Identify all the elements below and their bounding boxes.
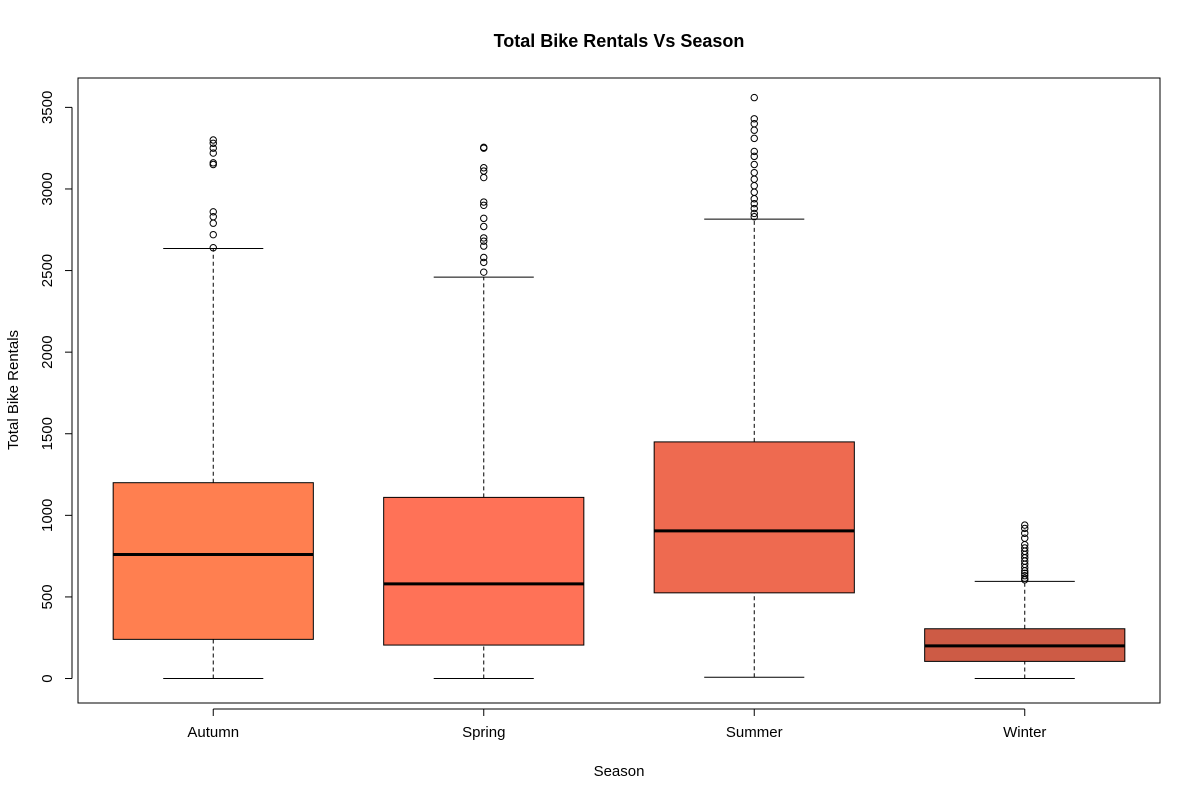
outlier-point	[750, 199, 758, 208]
outlier-point	[1021, 529, 1029, 537]
y-tick-label: 500	[39, 584, 56, 609]
y-tick-label: 1000	[39, 499, 56, 532]
y-axis: 0 500 1000 1500 2000 2500 3000 3500	[39, 91, 73, 683]
y-tick-label: 3000	[39, 172, 56, 205]
box-group-autumn	[112, 136, 314, 680]
outlier-point	[480, 237, 488, 245]
x-tick-label: Winter	[1003, 724, 1046, 741]
boxes	[112, 93, 1126, 680]
outlier-point	[480, 234, 488, 242]
outlier-point	[480, 164, 488, 172]
outlier-point	[1021, 572, 1029, 580]
outlier-point	[480, 253, 488, 262]
plot-frame	[77, 77, 1161, 704]
box-group-spring	[383, 143, 585, 680]
chart-title: Total Bike Rentals Vs Season	[494, 31, 745, 51]
outlier-point	[480, 242, 488, 250]
outlier-point	[209, 136, 217, 144]
outlier-point	[750, 115, 758, 123]
outlier-point	[750, 204, 758, 213]
box	[112, 482, 314, 640]
outlier-point	[480, 167, 488, 175]
y-tick-label: 2000	[39, 335, 56, 368]
outlier-point	[1021, 569, 1029, 577]
x-tick-label: Autumn	[187, 724, 239, 741]
outlier-point	[1021, 544, 1029, 552]
outlier-point	[480, 268, 488, 276]
y-tick-label: 0	[39, 674, 56, 682]
outlier-point	[480, 222, 488, 231]
outlier-point	[209, 144, 217, 152]
outlier-point	[750, 213, 758, 221]
box-group-summer	[653, 93, 855, 678]
outlier-point	[480, 201, 488, 209]
outlier-point	[209, 149, 217, 157]
outlier-point	[750, 182, 758, 190]
outlier-point	[209, 230, 217, 239]
outlier-point	[209, 139, 217, 147]
outlier-point	[1021, 524, 1029, 533]
outlier-point	[209, 208, 217, 216]
x-tick-label: Summer	[726, 724, 783, 741]
outlier-point	[209, 244, 217, 252]
y-tick-label: 3500	[39, 91, 56, 124]
y-tick-label: 2500	[39, 254, 56, 287]
outlier-point	[750, 134, 758, 143]
y-axis-label: Total Bike Rentals	[5, 330, 22, 450]
box	[653, 441, 855, 594]
outlier-point	[750, 188, 758, 196]
outlier-point	[750, 126, 758, 134]
y-tick-label: 1500	[39, 417, 56, 450]
outlier-point	[750, 152, 758, 161]
x-tick-label: Spring	[462, 724, 505, 741]
outlier-point	[750, 160, 758, 169]
outlier-point	[480, 173, 488, 182]
box-group-winter	[924, 521, 1126, 680]
outlier-point	[750, 209, 758, 218]
outlier-point	[1021, 534, 1029, 542]
outlier-point	[750, 175, 758, 183]
outlier-point	[1021, 574, 1029, 582]
x-axis: Autumn Spring Summer Winter	[187, 708, 1046, 741]
outlier-point	[750, 195, 758, 203]
outlier-point	[750, 119, 758, 128]
outlier-point	[480, 143, 488, 152]
outlier-point	[209, 213, 217, 221]
outlier-point	[209, 219, 217, 227]
outlier-point	[750, 93, 758, 102]
outlier-point	[480, 198, 488, 206]
box	[383, 496, 585, 646]
outlier-point	[750, 168, 758, 177]
outlier-point	[209, 159, 217, 167]
outlier-point	[750, 147, 758, 156]
outlier-point	[480, 214, 488, 223]
outlier-point	[480, 258, 488, 267]
x-axis-label: Season	[594, 763, 645, 780]
outlier-point	[1021, 521, 1029, 529]
